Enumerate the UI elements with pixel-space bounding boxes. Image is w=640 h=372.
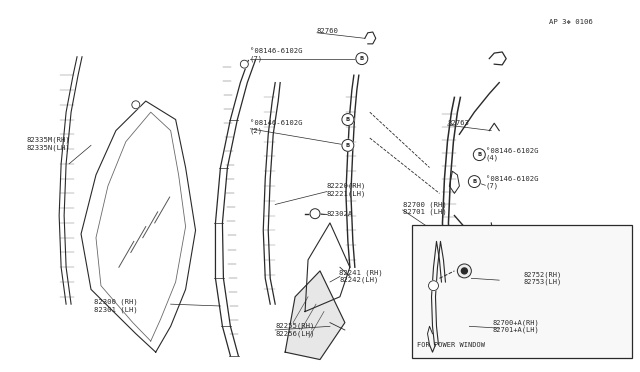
Text: 82241 (RH)
82242(LH): 82241 (RH) 82242(LH) — [339, 269, 383, 283]
Circle shape — [474, 149, 485, 161]
Circle shape — [310, 209, 320, 219]
Circle shape — [356, 53, 368, 65]
Circle shape — [458, 264, 471, 278]
Circle shape — [429, 281, 438, 291]
Text: 82760: 82760 — [317, 28, 339, 34]
Text: 82300 (RH)
82301 (LH): 82300 (RH) 82301 (LH) — [94, 299, 138, 313]
Text: 82763: 82763 — [447, 120, 469, 126]
Text: °08146-6102G
(4): °08146-6102G (4) — [486, 148, 538, 161]
Text: B: B — [346, 143, 350, 148]
Polygon shape — [285, 271, 345, 359]
Text: 82335M(RH)
82335N(LH): 82335M(RH) 82335N(LH) — [27, 137, 70, 151]
Text: °08146-6102G
(2): °08146-6102G (2) — [250, 120, 303, 134]
Circle shape — [342, 113, 354, 125]
Circle shape — [461, 268, 467, 274]
Text: 82302A: 82302A — [326, 211, 353, 217]
Text: B: B — [472, 179, 476, 184]
Circle shape — [132, 101, 140, 109]
Text: °08146-6102G
(7): °08146-6102G (7) — [486, 176, 538, 189]
Circle shape — [241, 60, 248, 68]
Text: 82255(RH)
82256(LH): 82255(RH) 82256(LH) — [275, 323, 315, 337]
Bar — [412, 225, 632, 358]
Text: B: B — [360, 56, 364, 61]
Text: B: B — [346, 117, 350, 122]
Text: 82700+A(RH)
82701+A(LH): 82700+A(RH) 82701+A(LH) — [492, 319, 539, 333]
Text: 82220(RH)
82221(LH): 82220(RH) 82221(LH) — [326, 183, 365, 197]
Text: B: B — [477, 152, 481, 157]
Text: FOR POWER WINDOW: FOR POWER WINDOW — [417, 342, 485, 348]
Text: AP 3❖ 0106: AP 3❖ 0106 — [549, 19, 593, 25]
Circle shape — [342, 140, 354, 151]
Text: °08146-6102G
(7): °08146-6102G (7) — [250, 48, 303, 62]
Polygon shape — [458, 265, 467, 276]
Text: 82700 (RH)
82701 (LH): 82700 (RH) 82701 (LH) — [403, 201, 447, 215]
Text: 82752(RH)
82753(LH): 82752(RH) 82753(LH) — [524, 271, 562, 285]
Circle shape — [468, 176, 480, 187]
